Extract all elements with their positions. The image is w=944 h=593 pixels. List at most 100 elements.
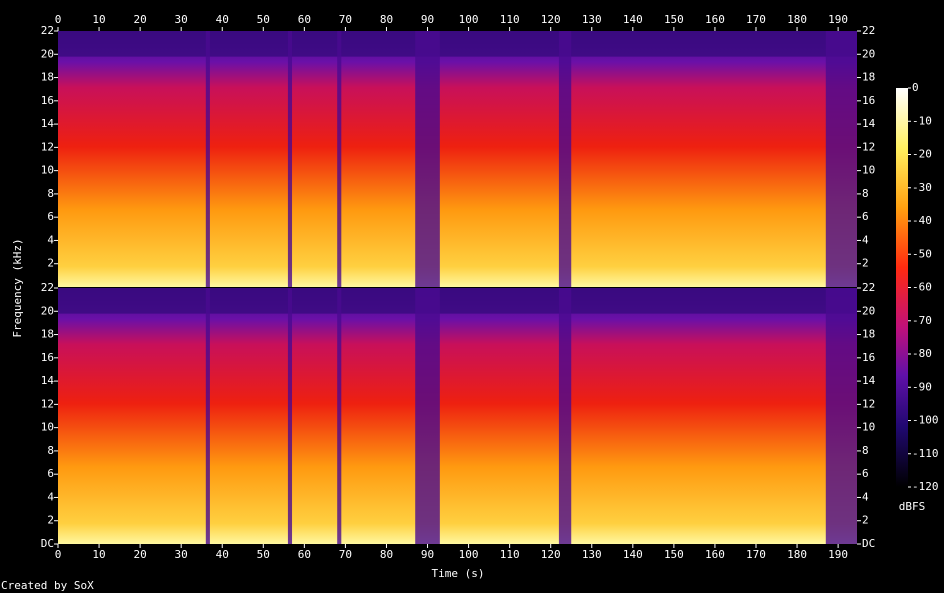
x-tick-label: 190 xyxy=(828,548,848,561)
colorbar xyxy=(896,88,908,487)
y-tick-label: 2 xyxy=(47,257,54,270)
y-tick-label: 12 xyxy=(862,140,875,153)
y-tick-label: DC xyxy=(862,537,875,550)
y-tick-label: 12 xyxy=(862,397,875,410)
x-tick-label: 90 xyxy=(421,13,434,26)
y-tick-label: 10 xyxy=(862,421,875,434)
x-tick-label: 50 xyxy=(257,548,270,561)
y-tick-label: 4 xyxy=(47,233,54,246)
x-tick-label: 110 xyxy=(500,548,520,561)
quiet-band xyxy=(558,288,572,544)
x-tick-label: 170 xyxy=(746,13,766,26)
x-tick-label: 60 xyxy=(298,548,311,561)
colorbar-tick-label: -120 xyxy=(912,480,939,493)
colorbar-tick-label: -60 xyxy=(912,281,932,294)
quiet-band xyxy=(337,31,342,287)
x-tick-label: 170 xyxy=(746,548,766,561)
quiet-band xyxy=(415,31,440,287)
y-tick-label: 16 xyxy=(41,94,54,107)
x-tick-label: 10 xyxy=(92,548,105,561)
y-tick-label: 18 xyxy=(862,328,875,341)
quiet-band xyxy=(205,31,210,287)
quiet-band xyxy=(558,31,572,287)
x-tick-label: 20 xyxy=(133,548,146,561)
quiet-band xyxy=(825,31,857,287)
y-tick-label: 18 xyxy=(41,328,54,341)
x-tick-label: 30 xyxy=(175,13,188,26)
x-tick-label: 70 xyxy=(339,548,352,561)
y-tick-label: 2 xyxy=(862,514,869,527)
y-tick-label: 10 xyxy=(41,164,54,177)
y-tick-label: 14 xyxy=(862,374,876,387)
x-tick-label: 30 xyxy=(175,548,188,561)
quiet-band xyxy=(415,288,440,544)
spectrogram-panel xyxy=(58,288,857,544)
quiet-band xyxy=(205,288,210,544)
y-axis-label: Frequency (kHz) xyxy=(11,238,24,337)
colorbar-tick-label: -50 xyxy=(912,247,932,260)
y-tick-label: 10 xyxy=(862,164,875,177)
y-tick-label: 8 xyxy=(47,187,54,200)
x-tick-label: 80 xyxy=(380,13,393,26)
colorbar-tick-label: -20 xyxy=(912,148,932,161)
y-tick-label: 12 xyxy=(41,140,54,153)
colorbar-tick-label: -110 xyxy=(912,447,939,460)
colorbar-tick-label: -30 xyxy=(912,181,932,194)
x-tick-label: 180 xyxy=(787,13,807,26)
x-tick-label: 90 xyxy=(421,548,434,561)
x-tick-label: 120 xyxy=(541,548,561,561)
colorbar-tick-label: -10 xyxy=(912,114,932,127)
y-tick-label: 20 xyxy=(862,47,875,60)
x-tick-label: 140 xyxy=(623,13,643,26)
y-tick-label: 6 xyxy=(862,467,869,480)
y-tick-label: 18 xyxy=(41,71,54,84)
y-tick-label: 22 xyxy=(862,281,875,294)
x-tick-label: 40 xyxy=(216,548,229,561)
x-tick-label: 150 xyxy=(664,13,684,26)
y-tick-label: 18 xyxy=(862,71,875,84)
y-tick-label: 16 xyxy=(862,351,875,364)
x-tick-label: 100 xyxy=(459,548,479,561)
y-tick-label: 14 xyxy=(41,117,55,130)
y-tick-label: 4 xyxy=(862,490,869,503)
x-tick-label: 80 xyxy=(380,548,393,561)
y-tick-label: 22 xyxy=(41,281,54,294)
x-tick-label: 0 xyxy=(55,13,62,26)
x-tick-label: 130 xyxy=(582,548,602,561)
x-tick-label: 180 xyxy=(787,548,807,561)
quiet-band xyxy=(287,31,293,287)
y-tick-label: DC xyxy=(41,537,54,550)
y-tick-label: 6 xyxy=(47,210,54,223)
y-tick-label: 20 xyxy=(41,47,54,60)
colorbar-label: dBFS xyxy=(899,500,926,513)
y-tick-label: 20 xyxy=(41,304,54,317)
y-tick-label: 2 xyxy=(47,514,54,527)
y-tick-label: 22 xyxy=(862,24,875,37)
y-tick-label: 16 xyxy=(41,351,54,364)
x-tick-label: 190 xyxy=(828,13,848,26)
x-tick-label: 70 xyxy=(339,13,352,26)
high-band xyxy=(58,31,857,57)
y-tick-label: 2 xyxy=(862,257,869,270)
x-tick-label: 0 xyxy=(55,548,62,561)
x-tick-label: 160 xyxy=(705,548,725,561)
x-tick-label: 110 xyxy=(500,13,520,26)
x-tick-label: 100 xyxy=(459,13,479,26)
high-band xyxy=(58,288,857,314)
y-tick-label: 4 xyxy=(862,233,869,246)
y-tick-label: 14 xyxy=(862,117,876,130)
x-tick-label: 60 xyxy=(298,13,311,26)
x-tick-label: 40 xyxy=(216,13,229,26)
x-tick-label: 160 xyxy=(705,13,725,26)
quiet-band xyxy=(337,288,342,544)
y-tick-label: 16 xyxy=(862,94,875,107)
y-tick-label: 8 xyxy=(862,444,869,457)
quiet-band xyxy=(825,288,857,544)
x-tick-label: 120 xyxy=(541,13,561,26)
x-tick-label: 140 xyxy=(623,548,643,561)
y-tick-label: 4 xyxy=(47,490,54,503)
colorbar-tick-label: -40 xyxy=(912,214,932,227)
y-tick-label: 12 xyxy=(41,397,54,410)
y-tick-label: 10 xyxy=(41,421,54,434)
credit: Created by SoX xyxy=(1,579,94,592)
